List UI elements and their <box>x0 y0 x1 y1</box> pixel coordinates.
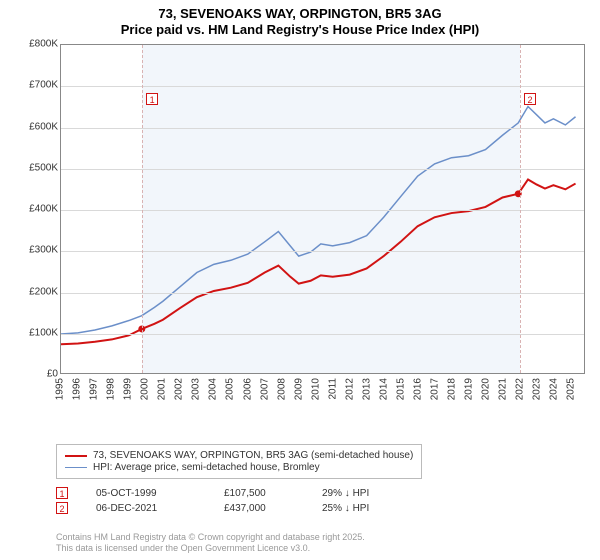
series-line-price_paid <box>61 179 576 344</box>
x-tick-label: 2001 <box>157 378 168 400</box>
x-tick-label: 2022 <box>515 378 526 400</box>
y-gridline <box>61 334 584 335</box>
y-gridline <box>61 169 584 170</box>
x-tick-label: 1999 <box>123 378 134 400</box>
x-tick-label: 2012 <box>344 378 355 400</box>
x-tick-label: 1996 <box>72 378 83 400</box>
legend-swatch-hpi <box>65 467 87 468</box>
x-tick-label: 2019 <box>464 378 475 400</box>
transaction-marker-box: 2 <box>524 93 536 105</box>
transaction-vline <box>520 45 521 373</box>
transaction-marker-1: 1 <box>56 487 68 499</box>
x-tick-label: 2009 <box>293 378 304 400</box>
x-tick-label: 2021 <box>498 378 509 400</box>
x-tick-label: 2015 <box>395 378 406 400</box>
y-tick-label: £200K <box>20 286 58 297</box>
plot-area: 12 <box>60 44 585 374</box>
y-gridline <box>61 128 584 129</box>
x-tick-label: 2014 <box>378 378 389 400</box>
x-tick-label: 2005 <box>225 378 236 400</box>
transaction-table: 1 05-OCT-1999 £107,500 29% ↓ HPI 2 06-DE… <box>56 484 412 517</box>
x-tick-label: 2025 <box>566 378 577 400</box>
y-tick-label: £500K <box>20 162 58 173</box>
x-tick-label: 2006 <box>242 378 253 400</box>
y-tick-label: £0 <box>20 369 58 380</box>
y-gridline <box>61 86 584 87</box>
legend-label-price-paid: 73, SEVENOAKS WAY, ORPINGTON, BR5 3AG (s… <box>93 450 413 461</box>
x-tick-label: 2002 <box>174 378 185 400</box>
y-tick-label: £600K <box>20 121 58 132</box>
transaction-marker-2: 2 <box>56 502 68 514</box>
x-tick-label: 2017 <box>430 378 441 400</box>
transaction-delta-1: 29% ↓ HPI <box>322 488 412 499</box>
chart-container: 73, SEVENOAKS WAY, ORPINGTON, BR5 3AG Pr… <box>0 0 600 560</box>
x-tick-label: 2023 <box>532 378 543 400</box>
legend: 73, SEVENOAKS WAY, ORPINGTON, BR5 3AG (s… <box>56 444 422 479</box>
x-tick-label: 2011 <box>327 378 338 400</box>
chart-area: £0£100K£200K£300K£400K£500K£600K£700K£80… <box>20 44 585 414</box>
x-tick-label: 2007 <box>259 378 270 400</box>
transaction-row-2: 2 06-DEC-2021 £437,000 25% ↓ HPI <box>56 502 412 514</box>
legend-row-hpi: HPI: Average price, semi-detached house,… <box>65 462 413 473</box>
x-axis-labels: 1995199619971998199920002001200220032004… <box>60 378 585 410</box>
x-tick-label: 2004 <box>208 378 219 400</box>
x-tick-label: 1995 <box>55 378 66 400</box>
y-gridline <box>61 293 584 294</box>
x-tick-label: 2008 <box>276 378 287 400</box>
title-line-2: Price paid vs. HM Land Registry's House … <box>0 22 600 38</box>
legend-label-hpi: HPI: Average price, semi-detached house,… <box>93 462 320 473</box>
x-tick-label: 2020 <box>481 378 492 400</box>
y-tick-label: £300K <box>20 245 58 256</box>
x-tick-label: 2016 <box>412 378 423 400</box>
transaction-vline <box>142 45 143 373</box>
line-series-svg <box>61 45 584 373</box>
x-tick-label: 2018 <box>447 378 458 400</box>
credits-line-2: This data is licensed under the Open Gov… <box>56 543 365 554</box>
series-line-hpi <box>61 107 576 335</box>
y-tick-label: £700K <box>20 80 58 91</box>
x-tick-label: 2003 <box>191 378 202 400</box>
title-block: 73, SEVENOAKS WAY, ORPINGTON, BR5 3AG Pr… <box>0 0 600 39</box>
title-line-1: 73, SEVENOAKS WAY, ORPINGTON, BR5 3AG <box>0 6 600 22</box>
credits: Contains HM Land Registry data © Crown c… <box>56 532 365 555</box>
y-gridline <box>61 210 584 211</box>
x-tick-label: 2024 <box>549 378 560 400</box>
x-tick-label: 1998 <box>106 378 117 400</box>
x-tick-label: 2013 <box>361 378 372 400</box>
transaction-row-1: 1 05-OCT-1999 £107,500 29% ↓ HPI <box>56 487 412 499</box>
transaction-date-2: 06-DEC-2021 <box>96 503 196 514</box>
x-tick-label: 1997 <box>89 378 100 400</box>
transaction-delta-2: 25% ↓ HPI <box>322 503 412 514</box>
credits-line-1: Contains HM Land Registry data © Crown c… <box>56 532 365 543</box>
legend-row-price-paid: 73, SEVENOAKS WAY, ORPINGTON, BR5 3AG (s… <box>65 450 413 461</box>
y-tick-label: £100K <box>20 327 58 338</box>
y-tick-label: £800K <box>20 39 58 50</box>
y-gridline <box>61 251 584 252</box>
x-tick-label: 2010 <box>310 378 321 400</box>
transaction-price-1: £107,500 <box>224 488 294 499</box>
transaction-marker-box: 1 <box>146 93 158 105</box>
legend-swatch-price-paid <box>65 455 87 457</box>
y-tick-label: £400K <box>20 204 58 215</box>
transaction-date-1: 05-OCT-1999 <box>96 488 196 499</box>
transaction-price-2: £437,000 <box>224 503 294 514</box>
x-tick-label: 2000 <box>140 378 151 400</box>
